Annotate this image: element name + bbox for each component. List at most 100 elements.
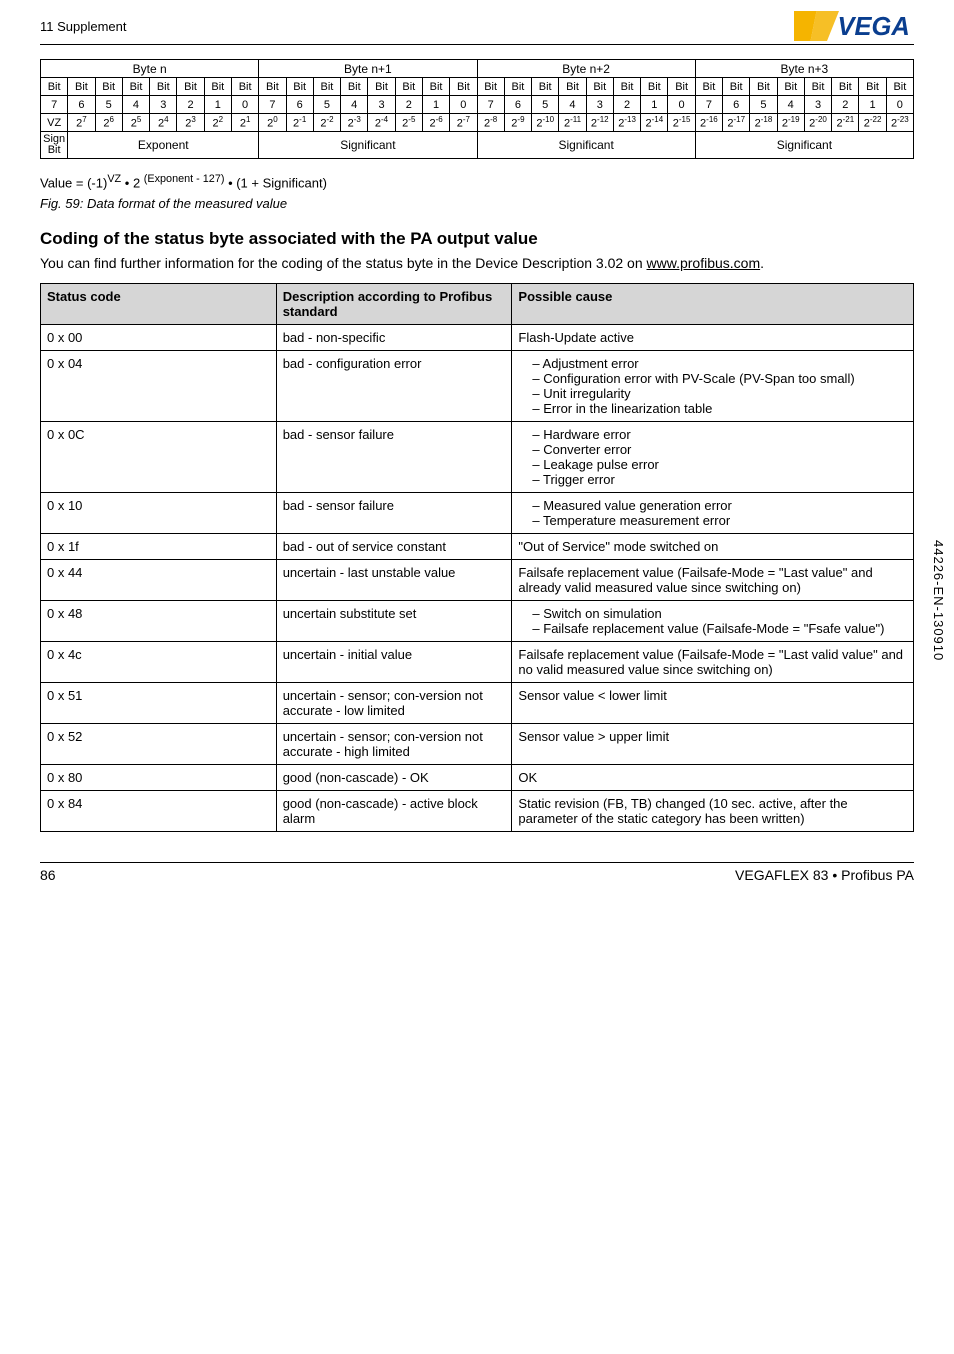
status-cause-cell: Sensor value < lower limit xyxy=(512,682,914,723)
bit-index-cell: 3 xyxy=(586,96,613,114)
status-desc-cell: good (non-cascade) - OK xyxy=(276,764,512,790)
status-code-cell: 0 x 52 xyxy=(41,723,277,764)
bit-label-cell: Bit xyxy=(723,78,750,96)
status-code-cell: 0 x 48 xyxy=(41,600,277,641)
section-para: You can find further information for the… xyxy=(40,255,914,273)
cause-item: Unit irregularity xyxy=(532,386,907,401)
power-cell: 2-11 xyxy=(559,114,586,132)
power-cell: 2-2 xyxy=(313,114,340,132)
status-cause-cell: Switch on simulationFailsafe replacement… xyxy=(512,600,914,641)
bit-index-cell: 5 xyxy=(95,96,122,114)
bit-index-cell: 6 xyxy=(68,96,95,114)
status-code-cell: 0 x 1f xyxy=(41,533,277,559)
cause-item: Adjustment error xyxy=(532,356,907,371)
status-cause-cell: Adjustment errorConfiguration error with… xyxy=(512,350,914,421)
cause-item: Configuration error with PV-Scale (PV-Sp… xyxy=(532,371,907,386)
bit-label-cell: Bit xyxy=(613,78,640,96)
figure-caption: Fig. 59: Data format of the measured val… xyxy=(40,196,914,211)
status-code-cell: 0 x 4c xyxy=(41,641,277,682)
bit-index-cell: 0 xyxy=(231,96,258,114)
power-cell: 2-8 xyxy=(477,114,504,132)
status-header-cell: Description according to Profibus standa… xyxy=(276,283,512,324)
power-cell: 2-13 xyxy=(613,114,640,132)
power-cell: 2-21 xyxy=(832,114,859,132)
power-cell: 2-20 xyxy=(804,114,831,132)
bit-label-cell: Bit xyxy=(259,78,286,96)
bit-index-cell: 6 xyxy=(504,96,531,114)
bit-index-cell: 1 xyxy=(641,96,668,114)
bit-index-cell: 1 xyxy=(422,96,449,114)
status-desc-cell: bad - sensor failure xyxy=(276,421,512,492)
power-cell: 25 xyxy=(122,114,149,132)
bit-index-cell: 4 xyxy=(777,96,804,114)
bit-label-cell: Bit xyxy=(231,78,258,96)
bit-index-cell: 3 xyxy=(368,96,395,114)
power-cell: 2-14 xyxy=(641,114,668,132)
bit-label-cell: Bit xyxy=(286,78,313,96)
table-row: 0 x 04bad - configuration errorAdjustmen… xyxy=(41,350,914,421)
table-row: 0 x 44uncertain - last unstable valueFai… xyxy=(41,559,914,600)
bit-label-cell: Bit xyxy=(586,78,613,96)
power-cell: 26 xyxy=(95,114,122,132)
bit-label-cell: Bit xyxy=(177,78,204,96)
byte-header: Byte n+2 xyxy=(477,60,695,78)
cause-item: Hardware error xyxy=(532,427,907,442)
power-cell: 2-9 xyxy=(504,114,531,132)
section-heading: Coding of the status byte associated wit… xyxy=(40,229,914,249)
supplement-title: 11 Supplement xyxy=(40,19,127,34)
power-cell: 2-15 xyxy=(668,114,695,132)
cause-item: Switch on simulation xyxy=(532,606,907,621)
status-cause-cell: Failsafe replacement value (Failsafe-Mod… xyxy=(512,559,914,600)
power-cell: 27 xyxy=(68,114,95,132)
status-desc-cell: uncertain - last unstable value xyxy=(276,559,512,600)
status-cause-cell: Sensor value > upper limit xyxy=(512,723,914,764)
profibus-link[interactable]: www.profibus.com xyxy=(647,255,761,271)
status-desc-cell: uncertain - sensor; con-version not accu… xyxy=(276,682,512,723)
status-desc-cell: bad - out of service constant xyxy=(276,533,512,559)
svg-text:VEGA: VEGA xyxy=(838,13,910,41)
bit-index-cell: 1 xyxy=(859,96,886,114)
bit-label-cell: Bit xyxy=(532,78,559,96)
bit-index-cell: 5 xyxy=(313,96,340,114)
bit-label-cell: Bit xyxy=(150,78,177,96)
byte-header: Byte n+1 xyxy=(259,60,477,78)
header-bar: 11 Supplement VEGA xyxy=(40,10,914,45)
bit-index-cell: 0 xyxy=(886,96,913,114)
power-cell: 2-4 xyxy=(368,114,395,132)
status-header-cell: Status code xyxy=(41,283,277,324)
status-code-cell: 0 x 04 xyxy=(41,350,277,421)
table-row: 0 x 84good (non-cascade) - active block … xyxy=(41,790,914,831)
status-desc-cell: good (non-cascade) - active block alarm xyxy=(276,790,512,831)
bit-label-cell: Bit xyxy=(313,78,340,96)
significant-cell: Significant xyxy=(477,132,695,159)
bit-index-cell: 7 xyxy=(41,96,68,114)
sign-bit-cell: SignBit xyxy=(41,132,68,159)
value-formula: Value = (-1)VZ • 2 (Exponent - 127) • (1… xyxy=(40,173,914,190)
table-row: 0 x 0Cbad - sensor failureHardware error… xyxy=(41,421,914,492)
exponent-cell: Exponent xyxy=(68,132,259,159)
status-code-cell: 0 x 0C xyxy=(41,421,277,492)
bit-index-cell: 4 xyxy=(341,96,368,114)
power-cell: 2-17 xyxy=(723,114,750,132)
bit-index-cell: 7 xyxy=(259,96,286,114)
status-desc-cell: uncertain - initial value xyxy=(276,641,512,682)
power-cell: 24 xyxy=(150,114,177,132)
status-desc-cell: uncertain - sensor; con-version not accu… xyxy=(276,723,512,764)
bit-label-cell: Bit xyxy=(68,78,95,96)
bit-index-cell: 4 xyxy=(122,96,149,114)
status-code-table: Status codeDescription according to Prof… xyxy=(40,283,914,832)
table-row: 0 x 4cuncertain - initial valueFailsafe … xyxy=(41,641,914,682)
status-code-cell: 0 x 80 xyxy=(41,764,277,790)
cause-item: Temperature measurement error xyxy=(532,513,907,528)
status-code-cell: 0 x 10 xyxy=(41,492,277,533)
page-footer: 86 VEGAFLEX 83 • Profibus PA xyxy=(40,862,914,883)
bit-index-cell: 7 xyxy=(477,96,504,114)
cause-item: Failsafe replacement value (Failsafe-Mod… xyxy=(532,621,907,636)
vega-logo: VEGA xyxy=(794,10,914,42)
status-code-cell: 0 x 51 xyxy=(41,682,277,723)
status-cause-cell: Hardware errorConverter errorLeakage pul… xyxy=(512,421,914,492)
bit-label-cell: Bit xyxy=(804,78,831,96)
table-row: 0 x 48uncertain substitute setSwitch on … xyxy=(41,600,914,641)
status-cause-cell: "Out of Service" mode switched on xyxy=(512,533,914,559)
cause-item: Leakage pulse error xyxy=(532,457,907,472)
